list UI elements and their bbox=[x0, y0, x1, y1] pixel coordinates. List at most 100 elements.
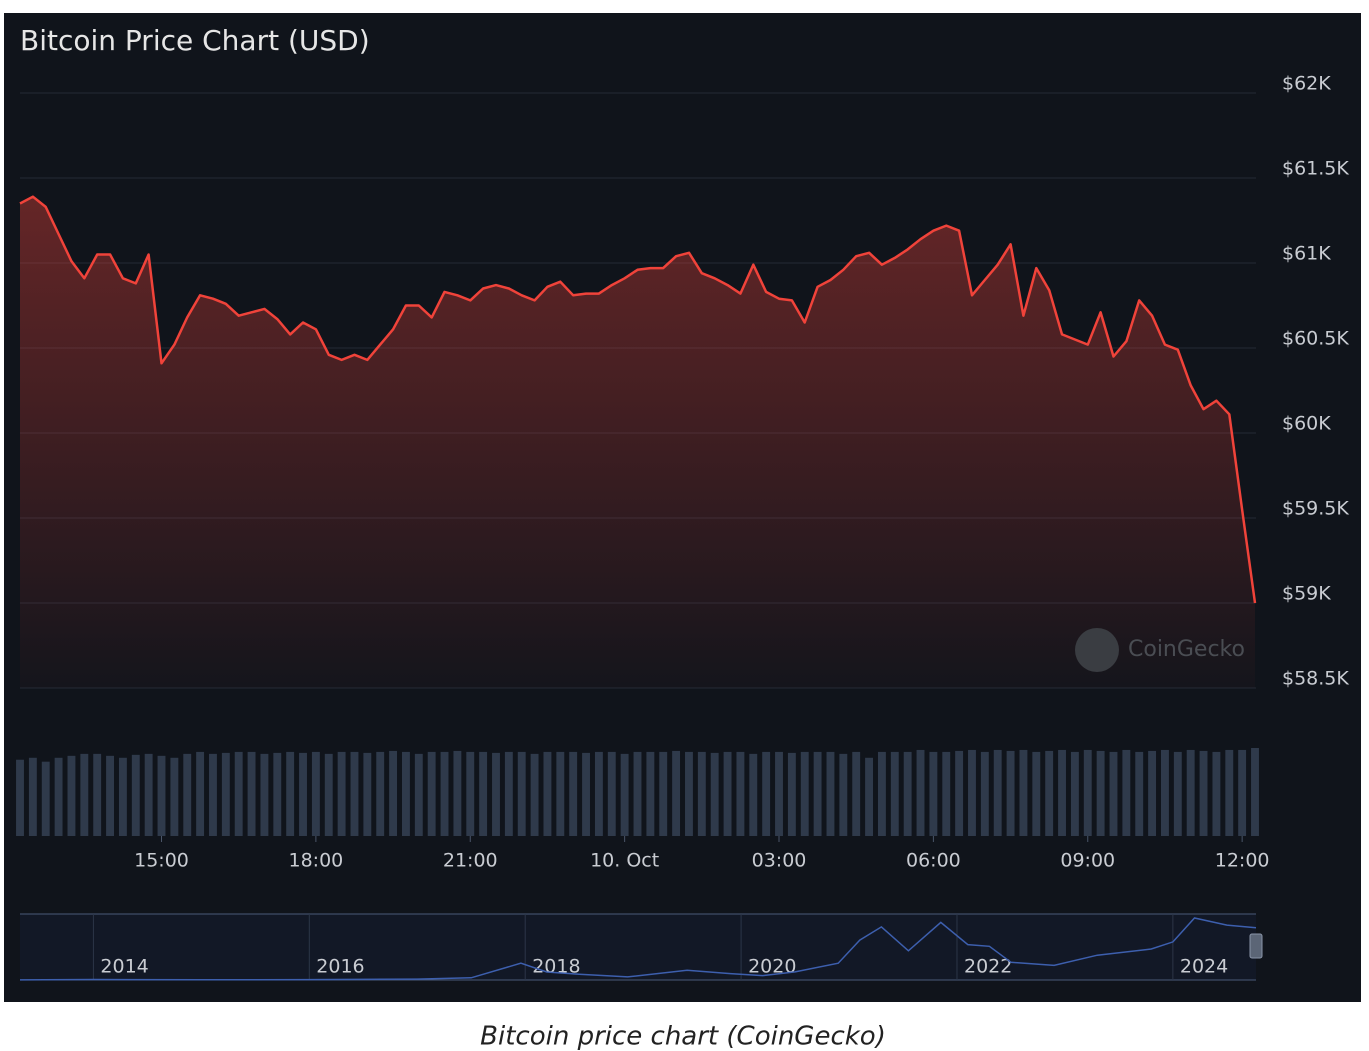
navigator-tick-label: 2018 bbox=[532, 956, 580, 978]
navigator-tick-label: 2022 bbox=[964, 956, 1012, 978]
volume-bar bbox=[594, 751, 603, 836]
volume-bar bbox=[890, 751, 899, 836]
volume-bar bbox=[877, 751, 886, 836]
volume-bar bbox=[350, 751, 359, 836]
volume-bar bbox=[16, 759, 24, 836]
navigator-tick-label: 2020 bbox=[748, 956, 796, 978]
volume-bar bbox=[736, 751, 745, 836]
volume-bar bbox=[1135, 751, 1144, 836]
volume-bar bbox=[1019, 749, 1028, 836]
caption: Bitcoin price chart (CoinGecko) bbox=[480, 1022, 886, 1051]
volume-bar bbox=[517, 751, 526, 836]
y-tick-label: $58.5K bbox=[1282, 668, 1349, 690]
volume-bar bbox=[1225, 749, 1234, 836]
volume-bar bbox=[1083, 749, 1092, 836]
volume-bar bbox=[723, 751, 732, 836]
volume-bar bbox=[170, 757, 179, 836]
volume-bar bbox=[28, 757, 37, 836]
volume-bar bbox=[311, 751, 320, 836]
volume-bar bbox=[209, 753, 217, 836]
volume-bar bbox=[1096, 750, 1105, 836]
price-area bbox=[20, 196, 1255, 688]
volume-bar bbox=[1148, 750, 1157, 836]
volume-bar bbox=[414, 753, 423, 836]
volume-bar bbox=[54, 757, 63, 836]
y-tick-label: $62K bbox=[1282, 73, 1331, 95]
x-tick-label: 12:00 bbox=[1215, 850, 1270, 872]
volume-bar bbox=[376, 751, 385, 836]
volume-bar bbox=[260, 753, 269, 836]
volume-bar bbox=[1199, 750, 1208, 836]
x-tick-label: 15:00 bbox=[134, 850, 189, 872]
volume-bar bbox=[337, 751, 346, 836]
volume-bar bbox=[453, 750, 462, 836]
volume-bar bbox=[633, 751, 642, 836]
volume-bar bbox=[775, 751, 783, 836]
volume-bar bbox=[1109, 751, 1118, 836]
volume-bar bbox=[826, 751, 835, 836]
volume-bar bbox=[697, 751, 706, 836]
volume-bar bbox=[234, 751, 243, 836]
y-tick-label: $60K bbox=[1282, 413, 1331, 435]
volume-bar bbox=[67, 755, 76, 836]
volume-bar bbox=[106, 755, 114, 836]
volume-bar bbox=[286, 751, 295, 836]
price-line bbox=[19, 195, 1257, 604]
volume-bar bbox=[968, 749, 976, 836]
volume-bar bbox=[479, 751, 488, 836]
volume-bar bbox=[196, 751, 205, 836]
volume-bar bbox=[955, 750, 964, 836]
volume-bar bbox=[504, 751, 513, 836]
navigator-tick-label: 2014 bbox=[100, 956, 148, 978]
volume-bar bbox=[1173, 751, 1182, 836]
navigator-line bbox=[19, 917, 1257, 981]
volume-bar bbox=[118, 757, 127, 836]
volume-bar bbox=[659, 751, 668, 836]
x-tick-label: 03:00 bbox=[752, 850, 807, 872]
navigator-handle[interactable] bbox=[1249, 933, 1263, 959]
volume-bar bbox=[466, 751, 475, 836]
y-tick-label: $59.5K bbox=[1282, 498, 1349, 520]
volume-bar bbox=[131, 754, 140, 836]
y-tick-label: $61.5K bbox=[1282, 158, 1349, 180]
x-tick-label: 10. Oct bbox=[590, 850, 659, 872]
volume-bar bbox=[401, 751, 410, 836]
volume-bar bbox=[221, 752, 230, 836]
x-tick-label: 09:00 bbox=[1060, 850, 1115, 872]
y-tick-label: $61K bbox=[1282, 243, 1331, 265]
volume-bar bbox=[607, 751, 616, 836]
volume-bar bbox=[813, 751, 822, 836]
volume-bar bbox=[1045, 750, 1054, 836]
volume-bar bbox=[1006, 750, 1015, 836]
volume-bar bbox=[582, 752, 590, 836]
volume-bar bbox=[942, 751, 951, 836]
volume-bar bbox=[1122, 749, 1131, 836]
chart-title: Bitcoin Price Chart (USD) bbox=[20, 24, 370, 57]
navigator-tick-label: 2024 bbox=[1180, 956, 1228, 978]
volume-bar bbox=[749, 753, 758, 836]
volume-bar bbox=[672, 750, 681, 836]
volume-bar bbox=[247, 751, 256, 836]
volume-bar bbox=[685, 751, 693, 836]
watermark-logo bbox=[1075, 628, 1119, 672]
watermark: CoinGecko bbox=[1128, 637, 1245, 662]
volume-bar bbox=[530, 753, 539, 836]
volume-bar bbox=[865, 757, 874, 836]
volume-bar bbox=[144, 753, 153, 836]
volume-bar bbox=[646, 751, 655, 836]
volume-bar bbox=[839, 753, 848, 836]
volume-bar bbox=[993, 749, 1002, 836]
volume-bar bbox=[710, 752, 719, 836]
volume-bar bbox=[916, 749, 925, 836]
x-tick-label: 06:00 bbox=[906, 850, 961, 872]
volume-bar bbox=[1058, 749, 1066, 836]
volume-bar bbox=[800, 751, 809, 836]
volume-bar bbox=[427, 751, 436, 836]
navigator-tick-label: 2016 bbox=[316, 956, 364, 978]
volume-bar bbox=[1070, 751, 1079, 836]
volume-bar bbox=[569, 751, 578, 836]
volume-bar bbox=[903, 751, 912, 836]
y-tick-label: $59K bbox=[1282, 583, 1331, 605]
